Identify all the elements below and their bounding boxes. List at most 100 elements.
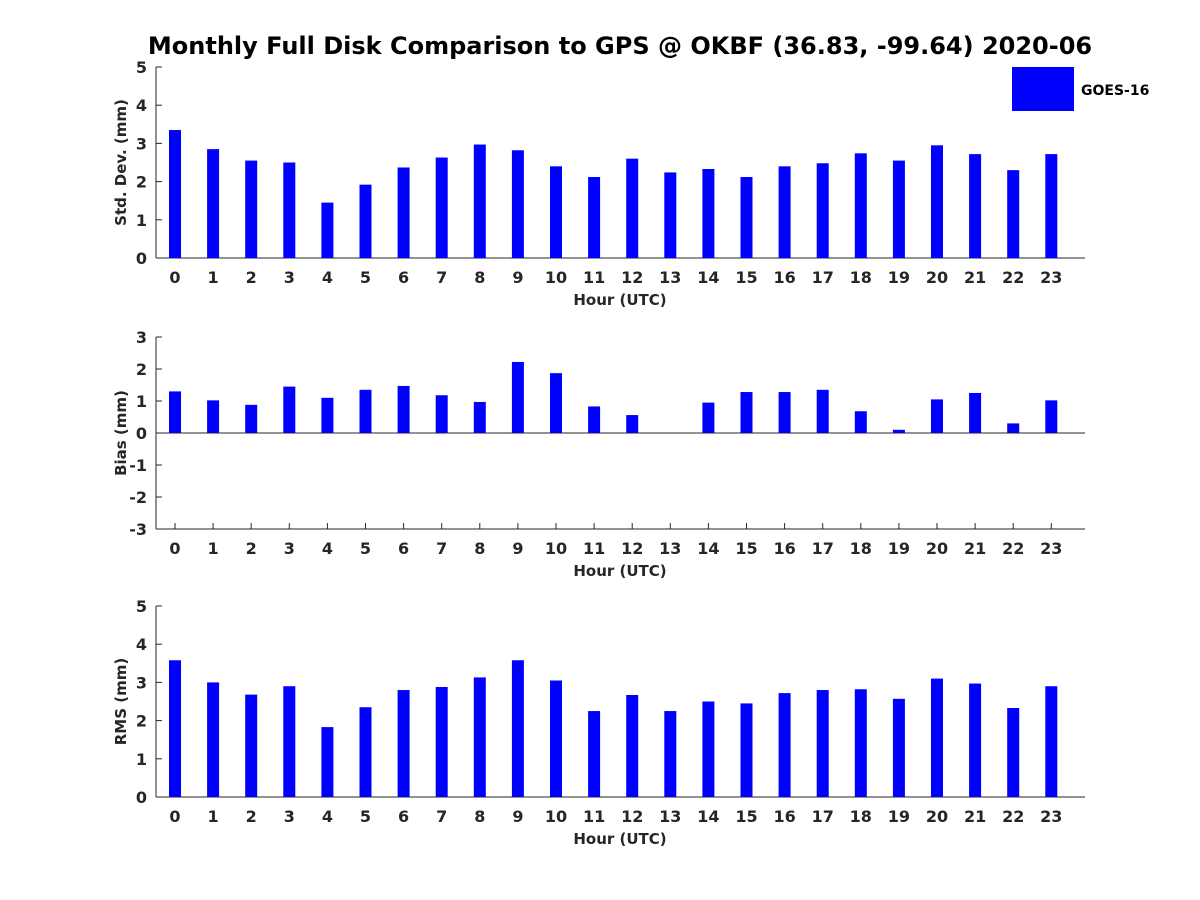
rms-bar-hour-5 [359, 707, 372, 797]
bias-bar-hour-19 [892, 429, 905, 433]
std-dev-bar-hour-19 [892, 160, 905, 258]
rms-x-tick-label: 9 [512, 807, 523, 826]
rms-bar-hour-7 [435, 686, 448, 797]
rms-x-tick-label: 16 [773, 807, 795, 826]
std-dev-bar-hour-11 [588, 177, 601, 258]
rms-x-tick-label: 18 [850, 807, 872, 826]
std-dev-bar-hour-18 [854, 153, 867, 258]
bias-x-tick-label: 8 [474, 539, 485, 558]
rms-x-tick-label: 17 [812, 807, 834, 826]
rms-bar-hour-12 [626, 695, 639, 797]
std-dev-bar-hour-6 [397, 167, 410, 258]
bias-x-axis-label: Hour (UTC) [573, 562, 666, 580]
std-dev-bar-hour-22 [1007, 170, 1020, 258]
bias-bar-hour-1 [207, 400, 220, 433]
bias-bar-hour-20 [931, 399, 943, 433]
std-dev-bar-hour-20 [931, 145, 943, 258]
std-dev-bar-hour-13 [664, 172, 677, 258]
std-dev-bar-hour-10 [550, 166, 562, 258]
bias-x-tick-label: 10 [545, 539, 567, 558]
std-dev-y-tick-label: 4 [136, 96, 147, 115]
rms-bar-hour-4 [321, 727, 334, 797]
rms-x-tick-label: 0 [169, 807, 180, 826]
figure-title: Monthly Full Disk Comparison to GPS @ OK… [148, 32, 1092, 60]
bias-bar-hour-15 [740, 392, 753, 433]
rms-bar-hour-1 [207, 682, 220, 797]
rms-bar-hour-10 [550, 680, 562, 797]
std-dev-x-tick-label: 10 [545, 268, 567, 287]
rms-x-tick-label: 19 [888, 807, 910, 826]
std-dev-x-tick-label: 3 [284, 268, 295, 287]
std-dev-x-tick-label: 11 [583, 268, 605, 287]
bias-y-tick-label: 0 [136, 424, 147, 443]
bias-y-tick-label: 2 [136, 360, 147, 379]
bias-bar-hour-4 [321, 397, 334, 433]
rms-x-tick-label: 6 [398, 807, 409, 826]
rms-x-tick-label: 10 [545, 807, 567, 826]
legend-label: GOES-16 [1081, 83, 1149, 99]
rms-x-tick-label: 15 [735, 807, 757, 826]
std-dev-x-tick-label: 9 [512, 268, 523, 287]
rms-x-tick-label: 7 [436, 807, 447, 826]
bias-y-tick-label: 3 [136, 328, 147, 347]
std-dev-x-tick-label: 16 [773, 268, 795, 287]
std-dev-x-tick-label: 17 [812, 268, 834, 287]
rms-bar-hour-21 [969, 683, 982, 797]
rms-x-tick-label: 11 [583, 807, 605, 826]
bias-x-tick-label: 6 [398, 539, 409, 558]
std-dev-bar-hour-16 [778, 166, 791, 258]
std-dev-x-tick-label: 13 [659, 268, 681, 287]
std-dev-y-tick-label: 1 [136, 211, 147, 230]
rms-bar-hour-2 [245, 694, 258, 797]
bias-x-tick-label: 4 [322, 539, 333, 558]
bias-bar-hour-7 [435, 395, 448, 433]
bias-x-tick-label: 3 [284, 539, 295, 558]
bias-y-tick-label: -2 [129, 488, 147, 507]
rms-x-tick-label: 20 [926, 807, 948, 826]
rms-bar-hour-3 [283, 686, 296, 797]
rms-bar-hour-8 [473, 677, 486, 797]
rms-y-tick-label: 3 [136, 673, 147, 692]
bias-bar-hour-11 [588, 406, 601, 433]
rms-x-tick-label: 8 [474, 807, 485, 826]
std-dev-y-tick-label: 2 [136, 173, 147, 192]
std-dev-bar-hour-14 [702, 168, 715, 258]
rms-bar-hour-11 [588, 711, 601, 797]
std-dev-x-tick-label: 6 [398, 268, 409, 287]
bias-bar-hour-18 [854, 411, 867, 433]
bias-y-tick-label: -1 [129, 456, 147, 475]
rms-x-tick-label: 13 [659, 807, 681, 826]
std-dev-x-tick-label: 22 [1002, 268, 1024, 287]
std-dev-bar-hour-7 [435, 157, 448, 258]
bias-x-tick-label: 0 [169, 539, 180, 558]
bias-bar-hour-12 [626, 415, 639, 433]
std-dev-x-tick-label: 12 [621, 268, 643, 287]
std-dev-bar-hour-2 [245, 160, 258, 258]
rms-x-tick-label: 1 [208, 807, 219, 826]
std-dev-bar-hour-17 [816, 163, 829, 258]
bias-bar-hour-23 [1045, 400, 1058, 433]
rms-x-tick-label: 4 [322, 807, 333, 826]
rms-bar-hour-13 [664, 711, 677, 797]
std-dev-x-tick-label: 18 [850, 268, 872, 287]
std-dev-x-tick-label: 2 [246, 268, 257, 287]
std-dev-x-tick-label: 7 [436, 268, 447, 287]
rms-bar-hour-22 [1007, 707, 1020, 797]
std-dev-bar-hour-3 [283, 162, 296, 258]
std-dev-bar-hour-5 [359, 184, 372, 258]
std-dev-x-tick-label: 8 [474, 268, 485, 287]
bias-bar-hour-9 [511, 361, 524, 433]
rms-y-tick-label: 0 [136, 788, 147, 807]
std-dev-bar-hour-1 [207, 149, 220, 258]
bias-x-tick-label: 12 [621, 539, 643, 558]
std-dev-x-tick-label: 20 [926, 268, 948, 287]
bias-x-tick-label: 18 [850, 539, 872, 558]
bias-x-tick-label: 15 [735, 539, 757, 558]
rms-bar-hour-14 [702, 701, 715, 797]
std-dev-bar-hour-23 [1045, 154, 1058, 258]
bias-x-tick-label: 23 [1040, 539, 1062, 558]
rms-y-axis-label: RMS (mm) [112, 658, 130, 745]
bias-y-tick-label: -3 [129, 520, 147, 539]
